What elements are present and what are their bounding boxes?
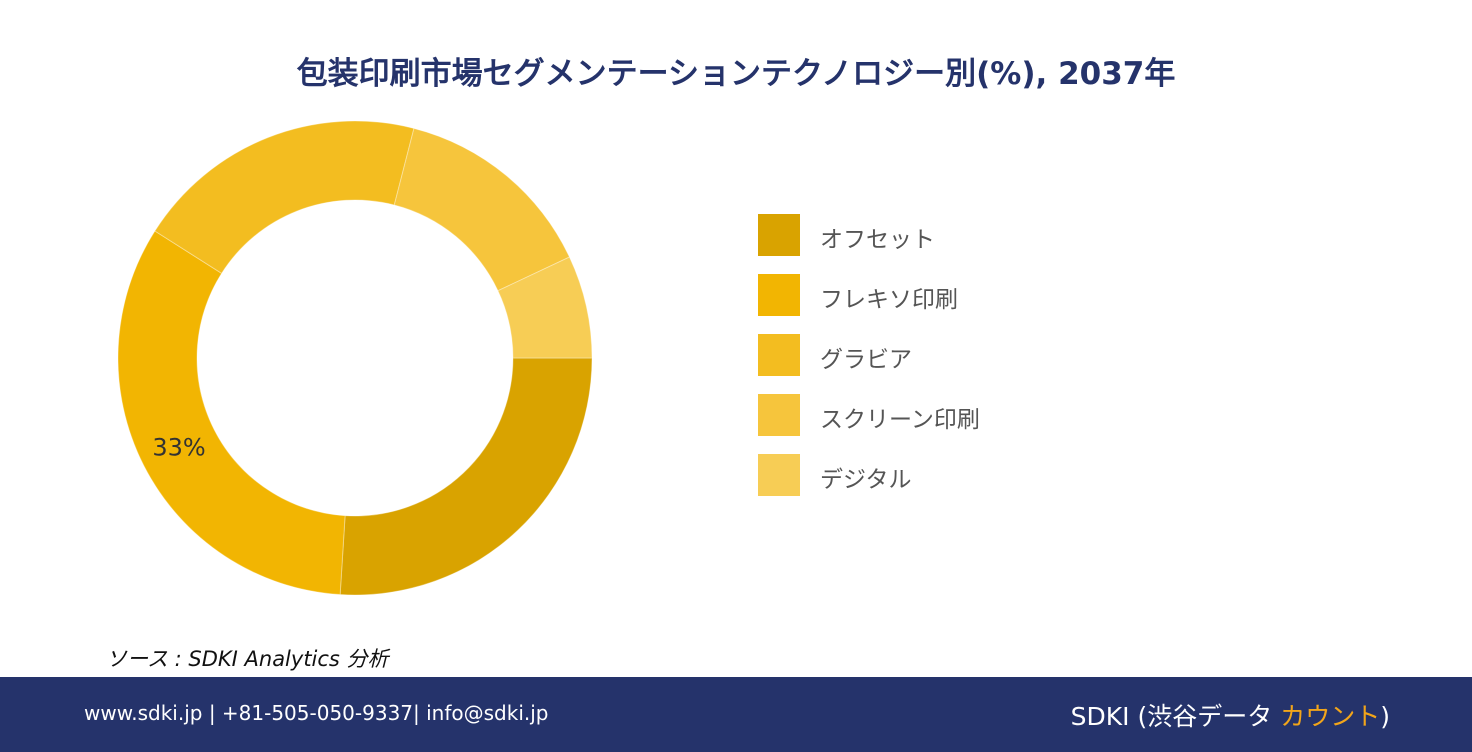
legend-swatch (758, 274, 800, 316)
legend-label: スクリーン印刷 (820, 407, 980, 433)
donut-chart: 33% (117, 120, 593, 596)
footer-brand: SDKI (渋谷データ カウント) (1071, 697, 1390, 733)
legend-swatch (758, 214, 800, 256)
footer-bar: www.sdki.jp | +81-505-050-9337| info@sdk… (0, 677, 1472, 752)
brand-accent: カウント (1280, 702, 1381, 731)
data-label-flexo: 33% (152, 434, 205, 462)
slice-screen (393, 127, 571, 292)
footer-contact: www.sdki.jp | +81-505-050-9337| info@sdk… (84, 701, 549, 725)
slice-offset (339, 357, 593, 596)
brand-prefix: SDKI (渋谷データ (1070, 702, 1281, 731)
legend-label: フレキソ印刷 (820, 287, 958, 313)
source-note: ソース : SDKI Analytics 分析 (106, 647, 389, 671)
brand-suffix: ) (1380, 702, 1390, 731)
slice-digital (497, 256, 593, 359)
legend-label: グラビア (820, 347, 912, 373)
slice-flexo (117, 230, 346, 596)
legend-label: オフセット (820, 227, 935, 253)
legend-swatch (758, 454, 800, 496)
chart-title: 包装印刷市場セグメンテーションテクノロジー別(%), 2037年 (296, 56, 1176, 92)
slice-gravure (154, 120, 415, 275)
legend-swatch (758, 394, 800, 436)
legend-swatch (758, 334, 800, 376)
legend-label: デジタル (820, 467, 912, 493)
